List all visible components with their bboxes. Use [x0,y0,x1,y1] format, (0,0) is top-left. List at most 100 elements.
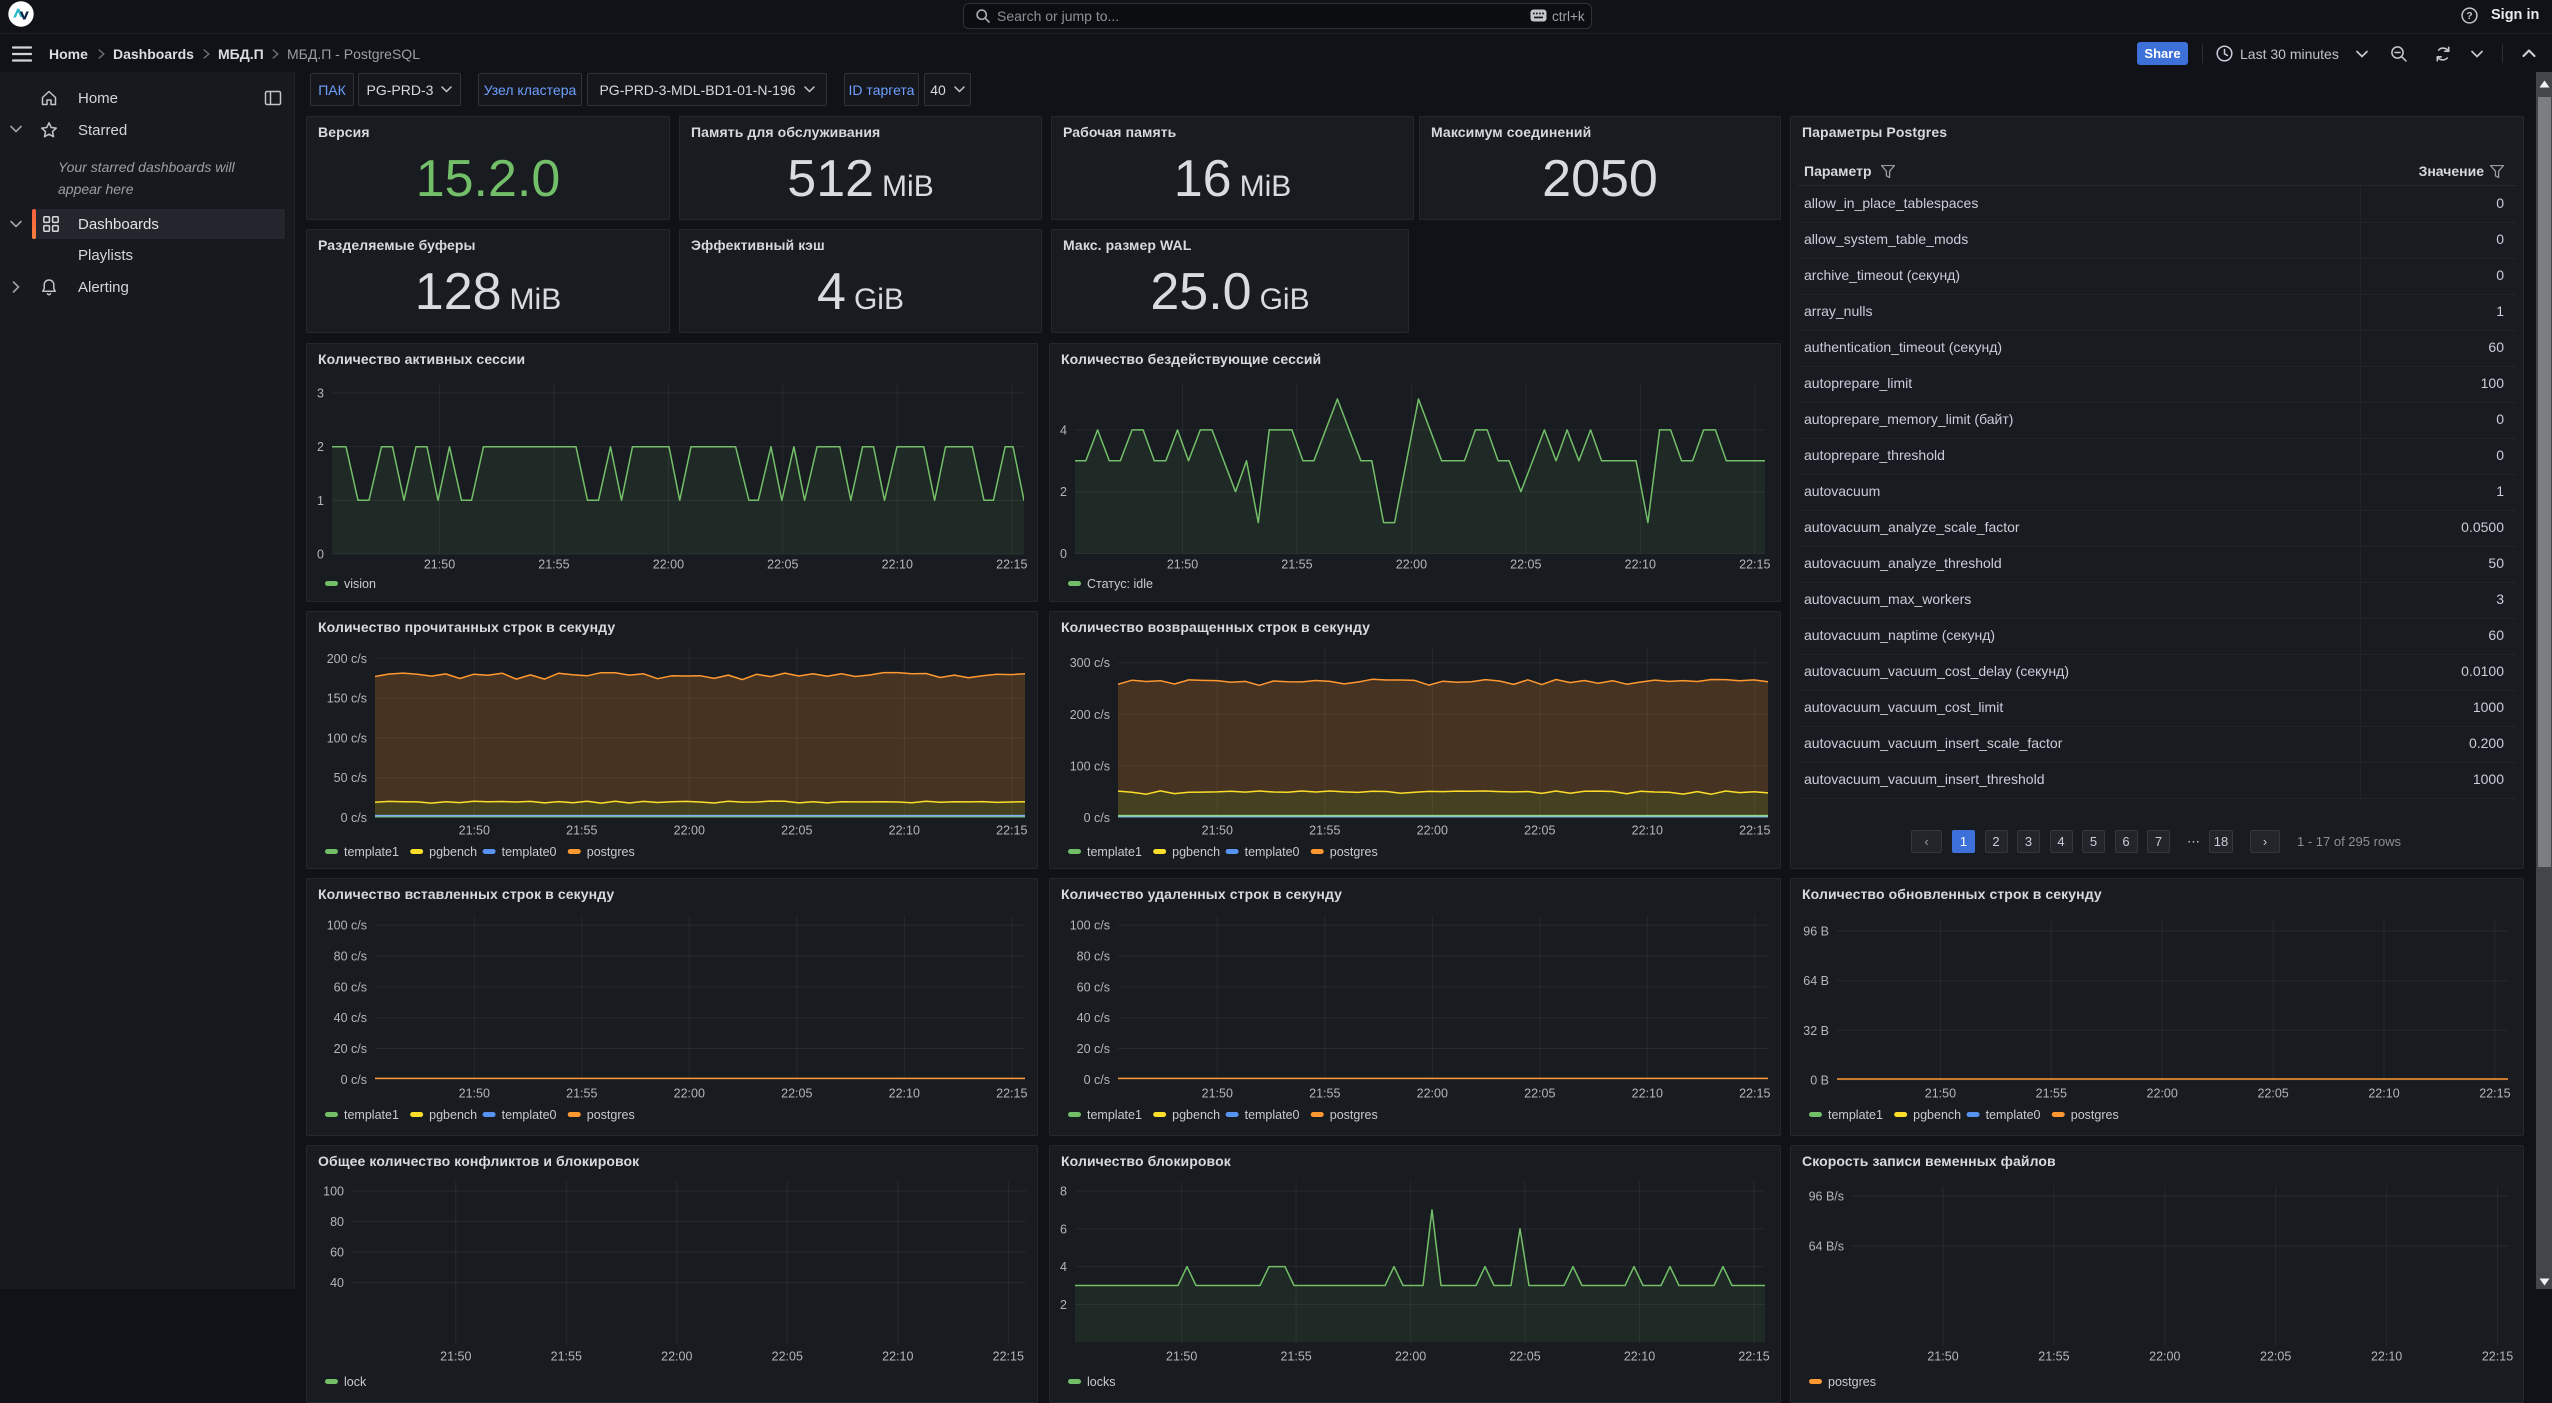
svg-text:22:15: 22:15 [1738,1350,1769,1364]
svg-text:template0: template0 [502,845,557,859]
svg-text:0 c/s: 0 c/s [1084,1073,1110,1087]
svg-text:8: 8 [1060,1185,1067,1199]
svg-text:22:10: 22:10 [2371,1350,2402,1364]
svg-text:pgbench: pgbench [1913,1108,1961,1122]
svg-text:21:55: 21:55 [1281,558,1312,572]
svg-text:template1: template1 [1828,1108,1883,1122]
svg-text:22:15: 22:15 [996,1087,1027,1101]
svg-text:0 c/s: 0 c/s [341,811,367,825]
svg-text:22:05: 22:05 [2257,1087,2288,1101]
svg-text:21:55: 21:55 [2036,1087,2067,1101]
svg-text:22:05: 22:05 [2260,1350,2291,1364]
svg-text:22:00: 22:00 [2149,1350,2180,1364]
svg-text:template0: template0 [1986,1108,2041,1122]
svg-text:100 c/s: 100 c/s [1070,919,1110,933]
svg-text:60: 60 [330,1246,344,1260]
svg-text:template0: template0 [1245,1108,1300,1122]
svg-text:300 c/s: 300 c/s [1070,656,1110,670]
svg-text:22:10: 22:10 [1632,824,1663,838]
svg-text:80 c/s: 80 c/s [334,950,367,964]
svg-text:150 c/s: 150 c/s [327,692,367,706]
svg-text:22:10: 22:10 [1632,1087,1663,1101]
svg-text:22:05: 22:05 [1509,1350,1540,1364]
svg-text:22:15: 22:15 [2482,1350,2513,1364]
svg-text:21:50: 21:50 [1166,1350,1197,1364]
svg-text:21:50: 21:50 [459,1087,490,1101]
svg-text:22:00: 22:00 [1395,1350,1426,1364]
svg-text:postgres: postgres [587,1108,635,1122]
svg-text:22:10: 22:10 [889,824,920,838]
svg-text:template0: template0 [1245,845,1300,859]
svg-text:40: 40 [330,1276,344,1290]
svg-text:lock: lock [344,1375,367,1389]
svg-text:22:05: 22:05 [1524,1087,1555,1101]
svg-text:21:50: 21:50 [1927,1350,1958,1364]
svg-text:2: 2 [1060,485,1067,499]
svg-text:?: ? [2466,10,2472,22]
svg-text:postgres: postgres [1828,1375,1876,1389]
svg-text:22:05: 22:05 [772,1350,803,1364]
svg-text:postgres: postgres [1330,1108,1378,1122]
svg-text:21:55: 21:55 [1309,824,1340,838]
svg-text:22:15: 22:15 [1739,558,1770,572]
svg-text:22:15: 22:15 [2479,1087,2510,1101]
svg-text:22:00: 22:00 [1417,1087,1448,1101]
svg-text:80: 80 [330,1215,344,1229]
svg-text:200 c/s: 200 c/s [327,652,367,666]
svg-text:50 c/s: 50 c/s [334,771,367,785]
svg-text:40 c/s: 40 c/s [334,1011,367,1025]
svg-text:0: 0 [1060,547,1067,561]
svg-text:21:55: 21:55 [2038,1350,2069,1364]
svg-text:0: 0 [317,548,324,562]
svg-text:1: 1 [317,494,324,508]
svg-text:100 c/s: 100 c/s [1070,759,1110,773]
svg-text:21:50: 21:50 [1167,558,1198,572]
svg-text:22:00: 22:00 [1396,558,1427,572]
svg-text:postgres: postgres [1330,845,1378,859]
svg-text:22:00: 22:00 [674,1087,705,1101]
svg-text:20 c/s: 20 c/s [1077,1042,1110,1056]
svg-text:template1: template1 [344,1108,399,1122]
svg-text:22:05: 22:05 [781,824,812,838]
svg-text:pgbench: pgbench [429,1108,477,1122]
svg-text:22:00: 22:00 [2147,1087,2178,1101]
svg-text:locks: locks [1087,1375,1115,1389]
svg-text:22:00: 22:00 [661,1350,692,1364]
svg-text:22:15: 22:15 [1739,824,1770,838]
svg-text:21:55: 21:55 [1309,1087,1340,1101]
svg-text:template1: template1 [1087,1108,1142,1122]
svg-text:22:00: 22:00 [674,824,705,838]
svg-text:vision: vision [344,577,376,591]
svg-text:22:05: 22:05 [1524,824,1555,838]
svg-text:32 B: 32 B [1803,1024,1829,1038]
svg-text:21:50: 21:50 [1925,1087,1956,1101]
svg-text:22:10: 22:10 [882,558,913,572]
svg-text:21:50: 21:50 [1202,824,1233,838]
svg-text:4: 4 [1060,423,1067,437]
svg-text:0 B: 0 B [1810,1074,1829,1088]
svg-text:21:50: 21:50 [424,558,455,572]
svg-text:pgbench: pgbench [429,845,477,859]
svg-text:96 B: 96 B [1803,925,1829,939]
svg-text:21:55: 21:55 [551,1350,582,1364]
svg-text:21:55: 21:55 [566,1087,597,1101]
svg-text:22:15: 22:15 [996,824,1027,838]
svg-text:22:05: 22:05 [781,1087,812,1101]
svg-text:0 c/s: 0 c/s [1084,811,1110,825]
svg-text:22:00: 22:00 [1417,824,1448,838]
svg-text:22:15: 22:15 [1739,1087,1770,1101]
svg-text:40 c/s: 40 c/s [1077,1011,1110,1025]
svg-text:21:55: 21:55 [566,824,597,838]
svg-text:pgbench: pgbench [1172,845,1220,859]
svg-text:22:10: 22:10 [889,1087,920,1101]
svg-text:template1: template1 [344,845,399,859]
svg-text:Статус: idle: Статус: idle [1087,577,1153,591]
svg-text:64 B/s: 64 B/s [1809,1240,1844,1254]
svg-text:22:10: 22:10 [2368,1087,2399,1101]
svg-text:60 c/s: 60 c/s [334,980,367,994]
svg-text:80 c/s: 80 c/s [1077,950,1110,964]
svg-text:21:55: 21:55 [538,558,569,572]
svg-text:3: 3 [317,386,324,400]
svg-text:postgres: postgres [587,845,635,859]
svg-text:200 c/s: 200 c/s [1070,708,1110,722]
